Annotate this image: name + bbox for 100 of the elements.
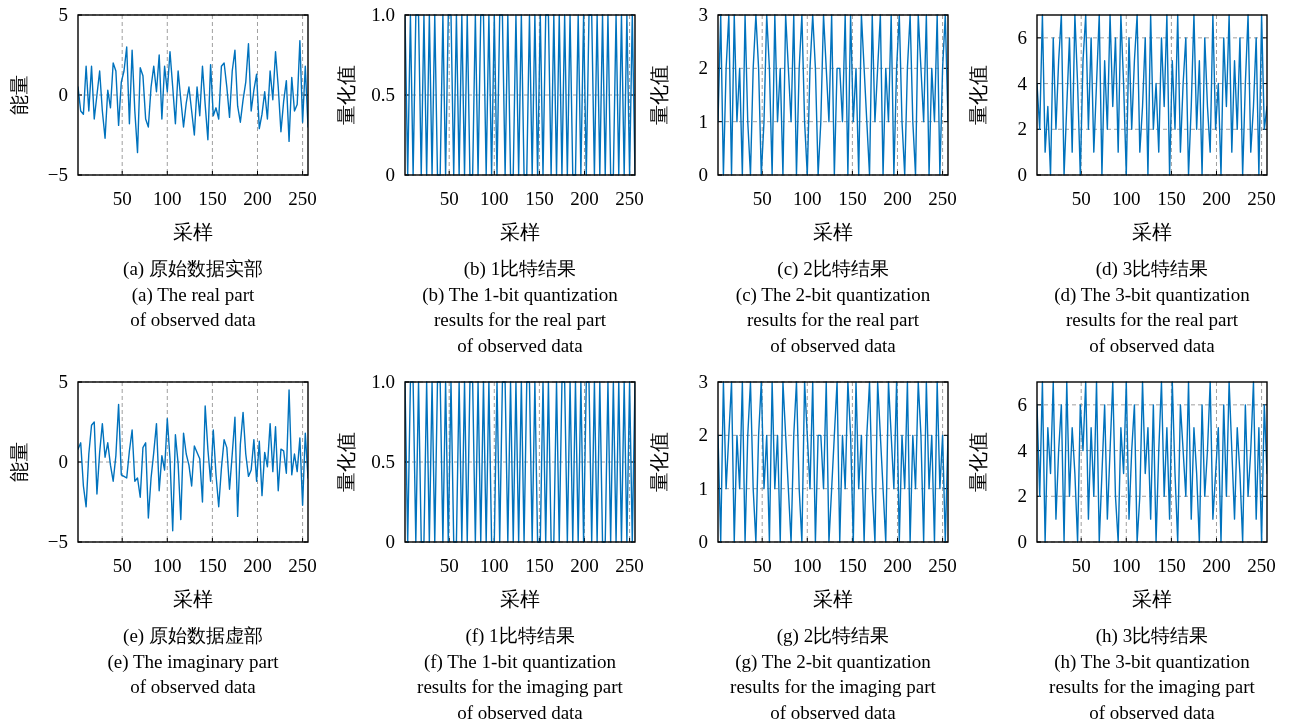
line-series [718,14,948,176]
y-tick-label: 2 [1017,485,1027,507]
x-tick-label: 250 [615,188,644,209]
x-tick-label: 200 [570,555,599,576]
x-tick-label: 200 [570,188,599,209]
x-axis-title: 采样 [500,588,540,610]
y-tick-label: −5 [47,164,68,185]
text: (g) The 2-bit quantization results for the imaging part of observed data [730,650,937,723]
x-axis-title: 采样 [173,221,213,243]
x-tick-label: 100 [793,555,822,576]
x-tick-label: 250 [928,188,957,209]
x-tick-label: 250 [288,188,317,209]
y-tick-label: 0 [698,164,708,185]
x-tick-label: 50 [439,188,459,209]
y-tick-label: 6 [1017,26,1027,48]
text: (b) The 1-bit quantization results for the real part of observed data [422,283,619,356]
y-tick-label: 0 [385,531,395,552]
x-tick-label: 250 [928,555,957,576]
x-tick-label: 100 [1112,555,1141,576]
x-axis-title: 采样 [173,588,213,610]
x-tick-label: 50 [112,188,132,209]
x-tick-label: 100 [1112,188,1141,209]
y-tick-label: 5 [58,4,68,25]
x-tick-label: 150 [838,555,867,576]
x-axis-title: 采样 [1132,221,1172,243]
x-tick-label: 50 [752,555,772,576]
x-axis-title: 采样 [500,221,540,243]
x-tick-label: 100 [480,555,509,576]
line-series [1037,381,1267,543]
y-tick-label: 2 [698,424,708,446]
y-tick-label: 4 [1017,72,1028,94]
text: (f) The 1-bit quantization results for the imaging part of observed data [417,650,624,723]
y-tick-label: 1 [698,477,708,499]
text: (d) The 3-bit quantization results for the real part of observed data [1054,283,1251,356]
y-tick-label: 0 [1017,164,1027,185]
text: (c) 2比特结果 [777,258,889,280]
x-tick-label: 200 [243,188,272,209]
y-axis-title: 量化值 [648,432,670,492]
x-tick-label: 200 [883,555,912,576]
y-axis-title: 量化值 [335,65,357,125]
y-tick-label: 4 [1017,439,1028,461]
text: (b) 1比特结果 [463,258,577,280]
x-tick-label: 100 [793,188,822,209]
line-series [718,381,948,543]
y-tick-label: 2 [698,57,708,79]
y-tick-label: 5 [58,371,68,392]
text: (a) The real part of observed data [130,283,257,330]
y-tick-label: 2 [1017,118,1027,140]
x-tick-label: 50 [1071,555,1091,576]
x-axis-title: 采样 [813,588,853,610]
x-tick-label: 50 [1071,188,1091,209]
text: (c) The 2-bit quantization results for the real part of observed data [735,283,931,356]
x-tick-label: 150 [1157,188,1186,209]
text: (d) 3比特结果 [1095,258,1209,280]
line-series [1037,14,1267,176]
x-tick-label: 250 [615,555,644,576]
y-tick-label: 0.5 [371,84,395,105]
x-tick-label: 250 [288,555,317,576]
x-tick-label: 150 [838,188,867,209]
text: (e) The imaginary part of observed data [107,650,280,697]
x-tick-label: 150 [525,188,554,209]
x-axis-title: 采样 [813,221,853,243]
y-tick-label: 0 [698,531,708,552]
x-tick-label: 200 [1202,188,1231,209]
y-axis-title: 量化值 [648,65,670,125]
y-tick-label: 0 [58,451,68,472]
y-tick-label: 0 [1017,531,1027,552]
x-tick-label: 150 [525,555,554,576]
y-tick-label: 0 [58,84,68,105]
y-tick-label: 6 [1017,393,1027,415]
y-axis-title: 量化值 [967,65,989,125]
y-tick-label: 0 [385,164,395,185]
line-series [78,39,308,154]
y-axis-title: 量化值 [335,432,357,492]
x-tick-label: 100 [480,188,509,209]
text: (h) 3比特结果 [1095,625,1209,647]
x-tick-label: 50 [439,555,459,576]
x-tick-label: 250 [1247,555,1276,576]
text: (e) 原始数据虚部 [123,625,263,647]
y-axis-title: 能量 [8,75,30,115]
text: (h) The 3-bit quantization results for the imaging part of observed data [1049,650,1256,723]
x-tick-label: 100 [153,188,182,209]
x-tick-label: 150 [198,555,227,576]
x-tick-label: 200 [883,188,912,209]
y-axis-title: 能量 [8,442,30,482]
x-tick-label: 150 [1157,555,1186,576]
x-tick-label: 250 [1247,188,1276,209]
x-tick-label: 50 [752,188,772,209]
x-axis-title: 采样 [1132,588,1172,610]
y-tick-label: 1 [698,110,708,132]
x-tick-label: 150 [198,188,227,209]
text: (f) 1比特结果 [465,625,575,647]
y-tick-label: 3 [698,4,708,25]
y-tick-label: −5 [47,531,68,552]
line-series [78,389,308,532]
y-axis-title: 量化值 [967,432,989,492]
x-tick-label: 200 [1202,555,1231,576]
y-tick-label: 1.0 [371,371,395,392]
text: (g) 2比特结果 [776,625,890,647]
x-tick-label: 200 [243,555,272,576]
